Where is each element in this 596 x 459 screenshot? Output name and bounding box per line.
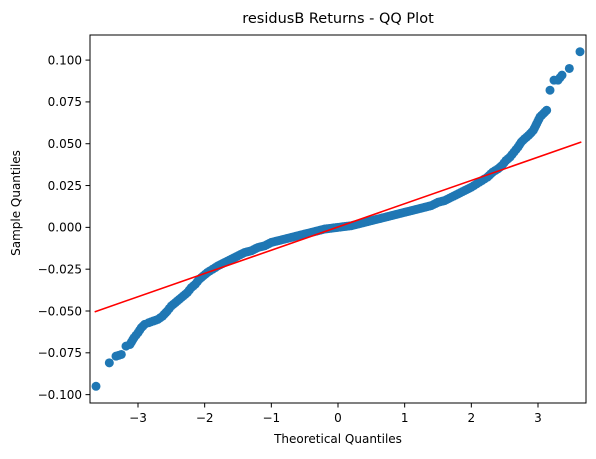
- x-tick-label: −1: [262, 411, 280, 425]
- y-tick-label: −0.075: [38, 346, 82, 360]
- y-tick-label: 0.075: [48, 95, 82, 109]
- sample-point: [542, 105, 552, 115]
- sample-point: [220, 257, 230, 267]
- y-tick-label: 0.025: [48, 179, 82, 193]
- sample-point: [446, 192, 456, 202]
- sample-point: [260, 241, 270, 251]
- y-tick-label: −0.050: [38, 304, 82, 318]
- x-tick-label: 3: [534, 411, 542, 425]
- x-tick-label: 0: [334, 411, 342, 425]
- sample-point: [440, 196, 450, 206]
- y-axis-ticks: −0.100 −0.075 −0.050 −0.025 0.000 0.025 0.050 0…: [38, 53, 90, 402]
- x-axis-label: Theoretical Quantiles: [273, 432, 402, 446]
- x-tick-label: −2: [196, 411, 214, 425]
- sample-point: [460, 186, 470, 196]
- y-tick-label: 0.100: [48, 53, 82, 67]
- sample-point: [545, 85, 555, 95]
- x-axis-ticks: −3 −2 −1 0 1 2 3: [129, 403, 542, 425]
- sample-point: [528, 125, 538, 135]
- reference-line: [94, 141, 582, 313]
- y-axis-label: Sample Quantiles: [9, 150, 23, 256]
- x-tick-label: 2: [468, 411, 476, 425]
- y-tick-label: 0.050: [48, 137, 82, 151]
- x-tick-label: 1: [401, 411, 409, 425]
- sample-point: [116, 349, 126, 359]
- sample-point: [91, 381, 101, 391]
- y-tick-label: −0.025: [38, 262, 82, 276]
- sample-point: [453, 189, 463, 199]
- sample-point: [426, 201, 436, 211]
- sample-point: [104, 358, 114, 368]
- plot-area: [91, 47, 585, 391]
- y-tick-label: 0.000: [48, 221, 82, 235]
- sample-point: [226, 254, 236, 264]
- sample-point: [125, 339, 135, 349]
- x-tick-label: −3: [129, 411, 147, 425]
- chart-title: residusB Returns - QQ Plot: [242, 11, 434, 27]
- sample-point: [564, 63, 574, 73]
- sample-point: [246, 246, 256, 256]
- sample-point: [532, 119, 542, 129]
- sample-point: [557, 70, 567, 80]
- sample-point: [575, 47, 585, 57]
- y-tick-label: −0.100: [38, 388, 82, 402]
- axes-frame: [89, 34, 587, 404]
- sample-point: [233, 251, 243, 261]
